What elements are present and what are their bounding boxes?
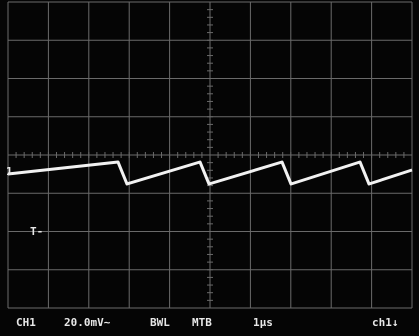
- trigger-marker: T-: [30, 225, 43, 238]
- trigger-source: ch1↓: [372, 316, 399, 329]
- trace-marker: 1: [6, 165, 13, 178]
- bandwidth-limit: BWL: [150, 316, 170, 329]
- time-per-div: 1µs: [253, 316, 273, 329]
- oscilloscope-screen: 1 T- CH1 20.0mV~ BWL MTB 1µs ch1↓: [0, 0, 419, 336]
- timebase-mode: MTB: [192, 316, 212, 329]
- channel-label: CH1: [16, 316, 36, 329]
- volts-per-div: 20.0mV~: [64, 316, 111, 329]
